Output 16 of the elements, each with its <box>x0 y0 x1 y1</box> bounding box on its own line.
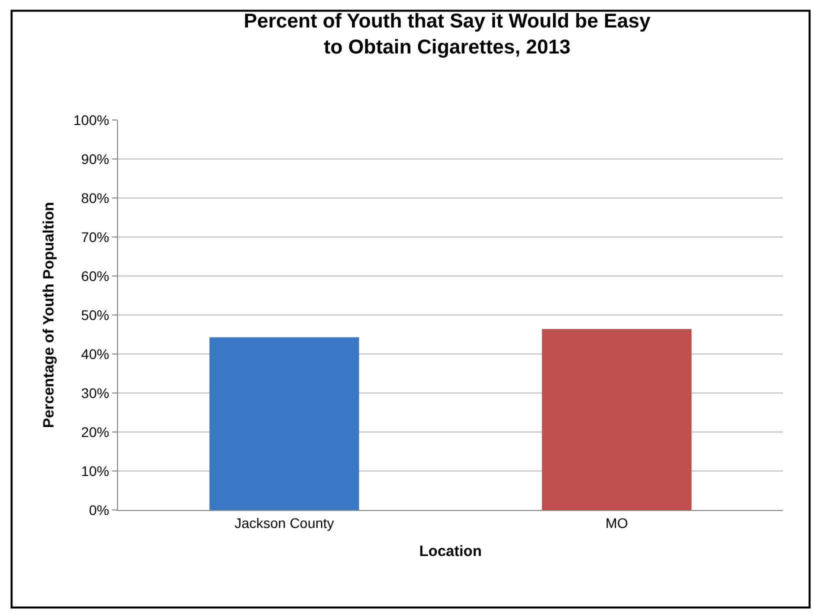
x-tick-label: Jackson County <box>234 514 334 531</box>
x-axis-title: Location <box>419 542 482 560</box>
y-tick-label: 100% <box>73 112 110 128</box>
y-tick-label: 10% <box>81 462 110 479</box>
y-tick-label: 90% <box>81 150 110 167</box>
y-tick-label: 40% <box>81 346 110 362</box>
y-tick-label: 70% <box>81 228 110 245</box>
y-axis-title: Percentage of Youth Popualtion <box>40 202 58 428</box>
y-tick-label: 20% <box>81 424 110 440</box>
chart-title: Percent of Youth that Say it Would be Easy to Obtain Cigarettes, 2013 <box>244 10 652 59</box>
y-tick-label: 60% <box>81 268 110 284</box>
y-tick-label: 0% <box>88 502 110 518</box>
y-tick-label: 30% <box>81 384 110 401</box>
x-tick-label: MO <box>605 514 628 531</box>
y-tick-label: 50% <box>81 306 110 323</box>
y-tick-label: 80% <box>81 190 110 206</box>
